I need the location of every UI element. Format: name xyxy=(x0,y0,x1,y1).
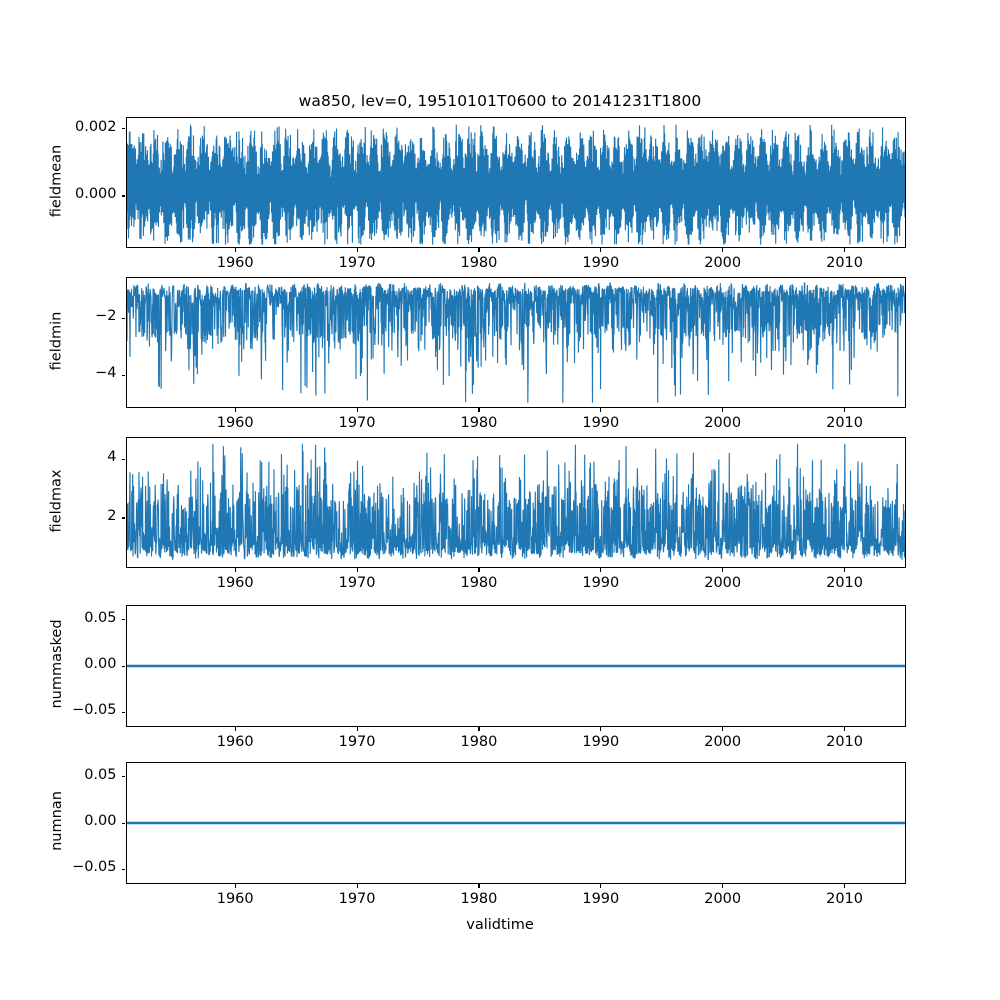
x-tick-label: 1980 xyxy=(460,575,498,591)
x-tick-mark xyxy=(844,884,846,888)
x-tick-label: 1970 xyxy=(338,415,376,431)
x-tick-mark xyxy=(844,727,846,731)
y-tick-label: 0.05 xyxy=(84,609,117,626)
y-tick-mark xyxy=(121,317,126,319)
subplot-fieldmin xyxy=(125,277,906,408)
x-tick-label: 1980 xyxy=(460,415,498,431)
x-tick-label: 1980 xyxy=(460,891,498,907)
y-tick-mark xyxy=(121,665,126,667)
x-tick-label: 2010 xyxy=(826,734,864,750)
y-tick-label: 2 xyxy=(107,507,117,524)
x-tick-mark xyxy=(600,248,602,252)
x-tick-label: 2000 xyxy=(704,255,742,271)
x-tick-label: 2010 xyxy=(826,255,864,271)
y-tick-label: 4 xyxy=(107,449,117,466)
x-axis-label: validtime xyxy=(466,917,534,933)
x-tick-mark xyxy=(234,568,236,572)
x-tick-label: 1970 xyxy=(338,575,376,591)
y-tick-label: 0.00 xyxy=(84,656,117,672)
y-tick-label: 0.00 xyxy=(84,813,117,829)
y-tick-mark xyxy=(121,868,126,870)
y-tick-mark xyxy=(121,619,126,621)
y-tick-label: −4 xyxy=(95,365,117,382)
x-tick-label: 2000 xyxy=(704,575,742,591)
x-tick-label: 2010 xyxy=(826,415,864,431)
subplot-numnan xyxy=(125,762,906,884)
y-tick-mark xyxy=(121,374,126,376)
y-tick-mark xyxy=(121,776,126,778)
y-tick-label: −0.05 xyxy=(72,702,117,719)
x-tick-mark xyxy=(478,884,480,888)
x-tick-label: 1990 xyxy=(582,415,620,431)
x-tick-mark xyxy=(600,727,602,731)
y-axis-label-nummasked: nummasked xyxy=(48,619,65,709)
x-tick-label: 1980 xyxy=(460,734,498,750)
x-tick-label: 1960 xyxy=(216,891,254,907)
x-tick-label: 1990 xyxy=(582,734,620,750)
x-tick-label: 1990 xyxy=(582,255,620,271)
series-line-fieldmin xyxy=(126,281,905,403)
x-tick-mark xyxy=(722,248,724,252)
x-tick-mark xyxy=(478,248,480,252)
x-tick-mark xyxy=(234,884,236,888)
x-tick-mark xyxy=(356,884,358,888)
x-tick-mark xyxy=(600,884,602,888)
x-tick-label: 1980 xyxy=(460,255,498,271)
subplot-fieldmean xyxy=(125,117,906,248)
x-tick-label: 2010 xyxy=(826,891,864,907)
x-tick-label: 2000 xyxy=(704,891,742,907)
figure-title: wa850, lev=0, 19510101T0600 to 20141231T… xyxy=(298,92,702,110)
x-tick-label: 1970 xyxy=(338,891,376,907)
y-tick-mark xyxy=(121,822,126,824)
x-tick-mark xyxy=(722,727,724,731)
y-tick-label: 0.000 xyxy=(74,185,117,202)
x-tick-mark xyxy=(722,568,724,572)
x-tick-mark xyxy=(722,884,724,888)
y-tick-mark xyxy=(121,711,126,713)
y-tick-label: −2 xyxy=(95,308,117,325)
x-tick-mark xyxy=(356,248,358,252)
x-tick-label: 1960 xyxy=(216,415,254,431)
x-tick-mark xyxy=(478,568,480,572)
x-tick-mark xyxy=(844,248,846,252)
x-tick-label: 2010 xyxy=(826,575,864,591)
x-tick-label: 2000 xyxy=(704,734,742,750)
x-tick-mark xyxy=(722,408,724,412)
x-tick-mark xyxy=(600,408,602,412)
y-axis-label-numnan: numnan xyxy=(48,791,65,851)
x-tick-label: 2000 xyxy=(704,415,742,431)
x-tick-mark xyxy=(600,568,602,572)
y-tick-label: 0.002 xyxy=(74,118,117,135)
x-tick-mark xyxy=(356,408,358,412)
y-tick-mark xyxy=(121,195,126,197)
x-tick-mark xyxy=(478,727,480,731)
y-axis-label-fieldmax: fieldmax xyxy=(48,469,65,532)
x-tick-mark xyxy=(234,248,236,252)
series-line-fieldmax xyxy=(126,443,905,561)
x-tick-mark xyxy=(844,568,846,572)
x-tick-mark xyxy=(844,408,846,412)
x-tick-label: 1990 xyxy=(582,891,620,907)
series-line-fieldmean xyxy=(126,124,905,245)
x-tick-label: 1960 xyxy=(216,575,254,591)
y-tick-mark xyxy=(121,128,126,130)
x-tick-mark xyxy=(234,408,236,412)
subplot-fieldmax xyxy=(125,437,906,568)
x-tick-mark xyxy=(478,408,480,412)
y-tick-label: 0.05 xyxy=(84,766,117,783)
x-tick-mark xyxy=(356,568,358,572)
x-tick-mark xyxy=(356,727,358,731)
x-tick-label: 1970 xyxy=(338,255,376,271)
x-tick-label: 1960 xyxy=(216,255,254,271)
subplot-nummasked xyxy=(125,605,906,727)
x-tick-mark xyxy=(234,727,236,731)
x-tick-label: 1960 xyxy=(216,734,254,750)
y-tick-mark xyxy=(121,458,126,460)
y-tick-mark xyxy=(121,517,126,519)
y-tick-label: −0.05 xyxy=(72,859,117,876)
x-tick-label: 1970 xyxy=(338,734,376,750)
x-tick-label: 1990 xyxy=(582,575,620,591)
